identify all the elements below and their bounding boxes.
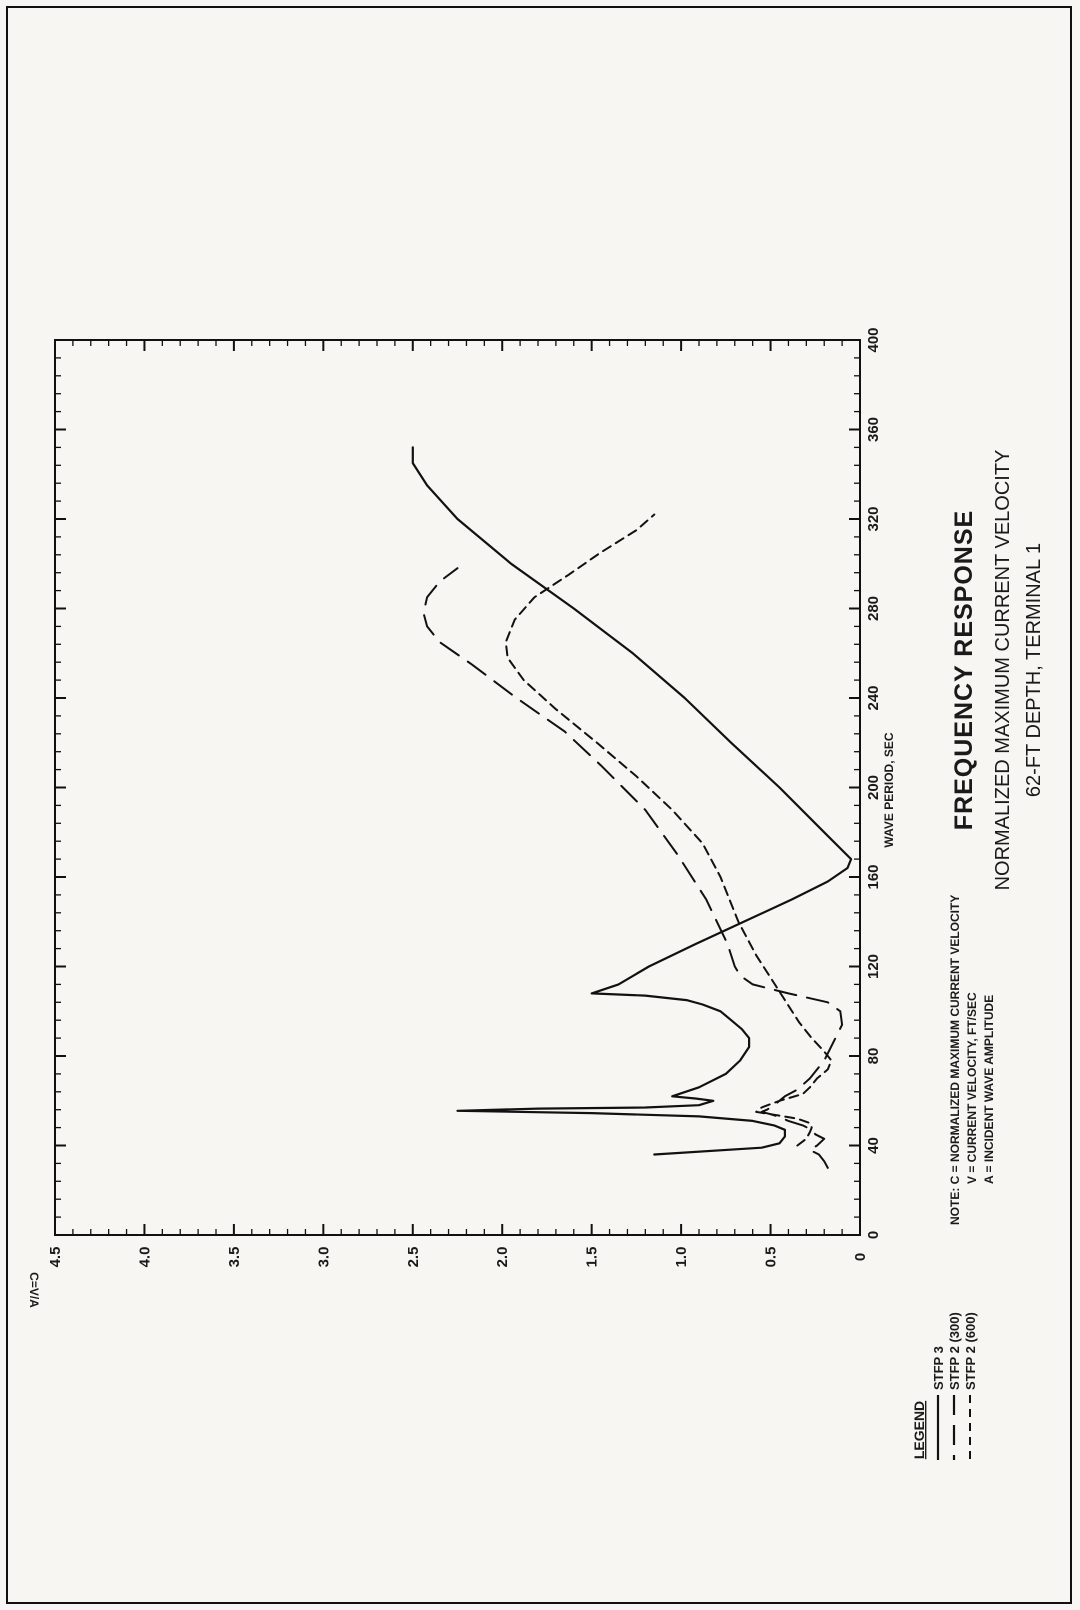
- page-border: [6, 6, 1072, 1604]
- y-tick-label-4-5: 4.5: [47, 1247, 64, 1268]
- x-tick-label-200: 200: [865, 775, 882, 800]
- chart-subtitle-line-1: NORMALIZED MAXIMUM CURRENT VELOCITY: [992, 450, 1014, 891]
- x-tick-label-400: 400: [865, 327, 882, 352]
- chart-subtitle-line-2: 62-FT DEPTH, TERMINAL 1: [1023, 543, 1045, 797]
- y-tick-label-3-0: 3.0: [315, 1247, 332, 1268]
- x-tick-label-80: 80: [865, 1048, 882, 1065]
- axis-ticks: [54, 339, 861, 1236]
- y-tick-label-1-0: 1.0: [673, 1247, 690, 1268]
- x-tick-label-120: 120: [865, 954, 882, 979]
- y-tick-label-3-5: 3.5: [226, 1247, 243, 1268]
- note-block: NOTE: C = NORMALIZED MAXIMUM CURRENT VEL…: [948, 895, 996, 1225]
- legend-label-stfp-2-300: STFP 2 (300): [947, 1312, 962, 1390]
- x-axis-title: WAVE PERIOD, SEC: [882, 732, 896, 847]
- note-line-1: NOTE: C = NORMALIZED MAXIMUM CURRENT VEL…: [948, 895, 962, 1225]
- y-tick-label-4-0: 4.0: [136, 1247, 153, 1268]
- series-line-stfp-3: [411, 446, 853, 1156]
- note-line-2: V = CURRENT VELOCITY, FT/SEC: [965, 992, 979, 1184]
- x-tick-label-40: 40: [865, 1137, 882, 1154]
- y-tick-label-0: 0: [852, 1253, 869, 1261]
- legend: LEGEND STFP 3 STFP 2 (300) STFP 2 (600): [911, 1312, 978, 1460]
- x-tick-label-0: 0: [865, 1231, 882, 1239]
- title-block: FREQUENCY RESPONSE NORMALIZED MAXIMUM CU…: [950, 450, 1045, 891]
- x-tick-label-320: 320: [865, 506, 882, 531]
- legend-label-stfp-3: STFP 3: [931, 1346, 946, 1390]
- plot-area-frame: [54, 339, 861, 1236]
- chart-title: FREQUENCY RESPONSE: [950, 510, 978, 830]
- x-tick-label-280: 280: [865, 596, 882, 621]
- x-tick-label-160: 160: [865, 864, 882, 889]
- y-tick-label-0-5: 0.5: [763, 1247, 780, 1268]
- y-tick-label-1-5: 1.5: [584, 1247, 601, 1268]
- x-tick-label-240: 240: [865, 685, 882, 710]
- series-line-stfp-2-600: [504, 513, 833, 1147]
- note-line-3: A = INCIDENT WAVE AMPLITUDE: [982, 995, 996, 1184]
- legend-title: LEGEND: [911, 1401, 927, 1459]
- axis-tick-labels: 0 40 80 120 160 200 240 280 320 360 400 0 0.5 1.0 1.5 2…: [47, 327, 882, 1267]
- x-tick-label-360: 360: [865, 417, 882, 442]
- y-axis-title: C=V/A: [27, 1272, 41, 1308]
- y-tick-label-2-5: 2.5: [405, 1247, 422, 1268]
- legend-label-stfp-2-600: STFP 2 (600): [963, 1312, 978, 1390]
- series-line-stfp-2-300: [422, 567, 844, 1169]
- series-layer: [411, 446, 853, 1169]
- y-tick-label-2-0: 2.0: [494, 1247, 511, 1268]
